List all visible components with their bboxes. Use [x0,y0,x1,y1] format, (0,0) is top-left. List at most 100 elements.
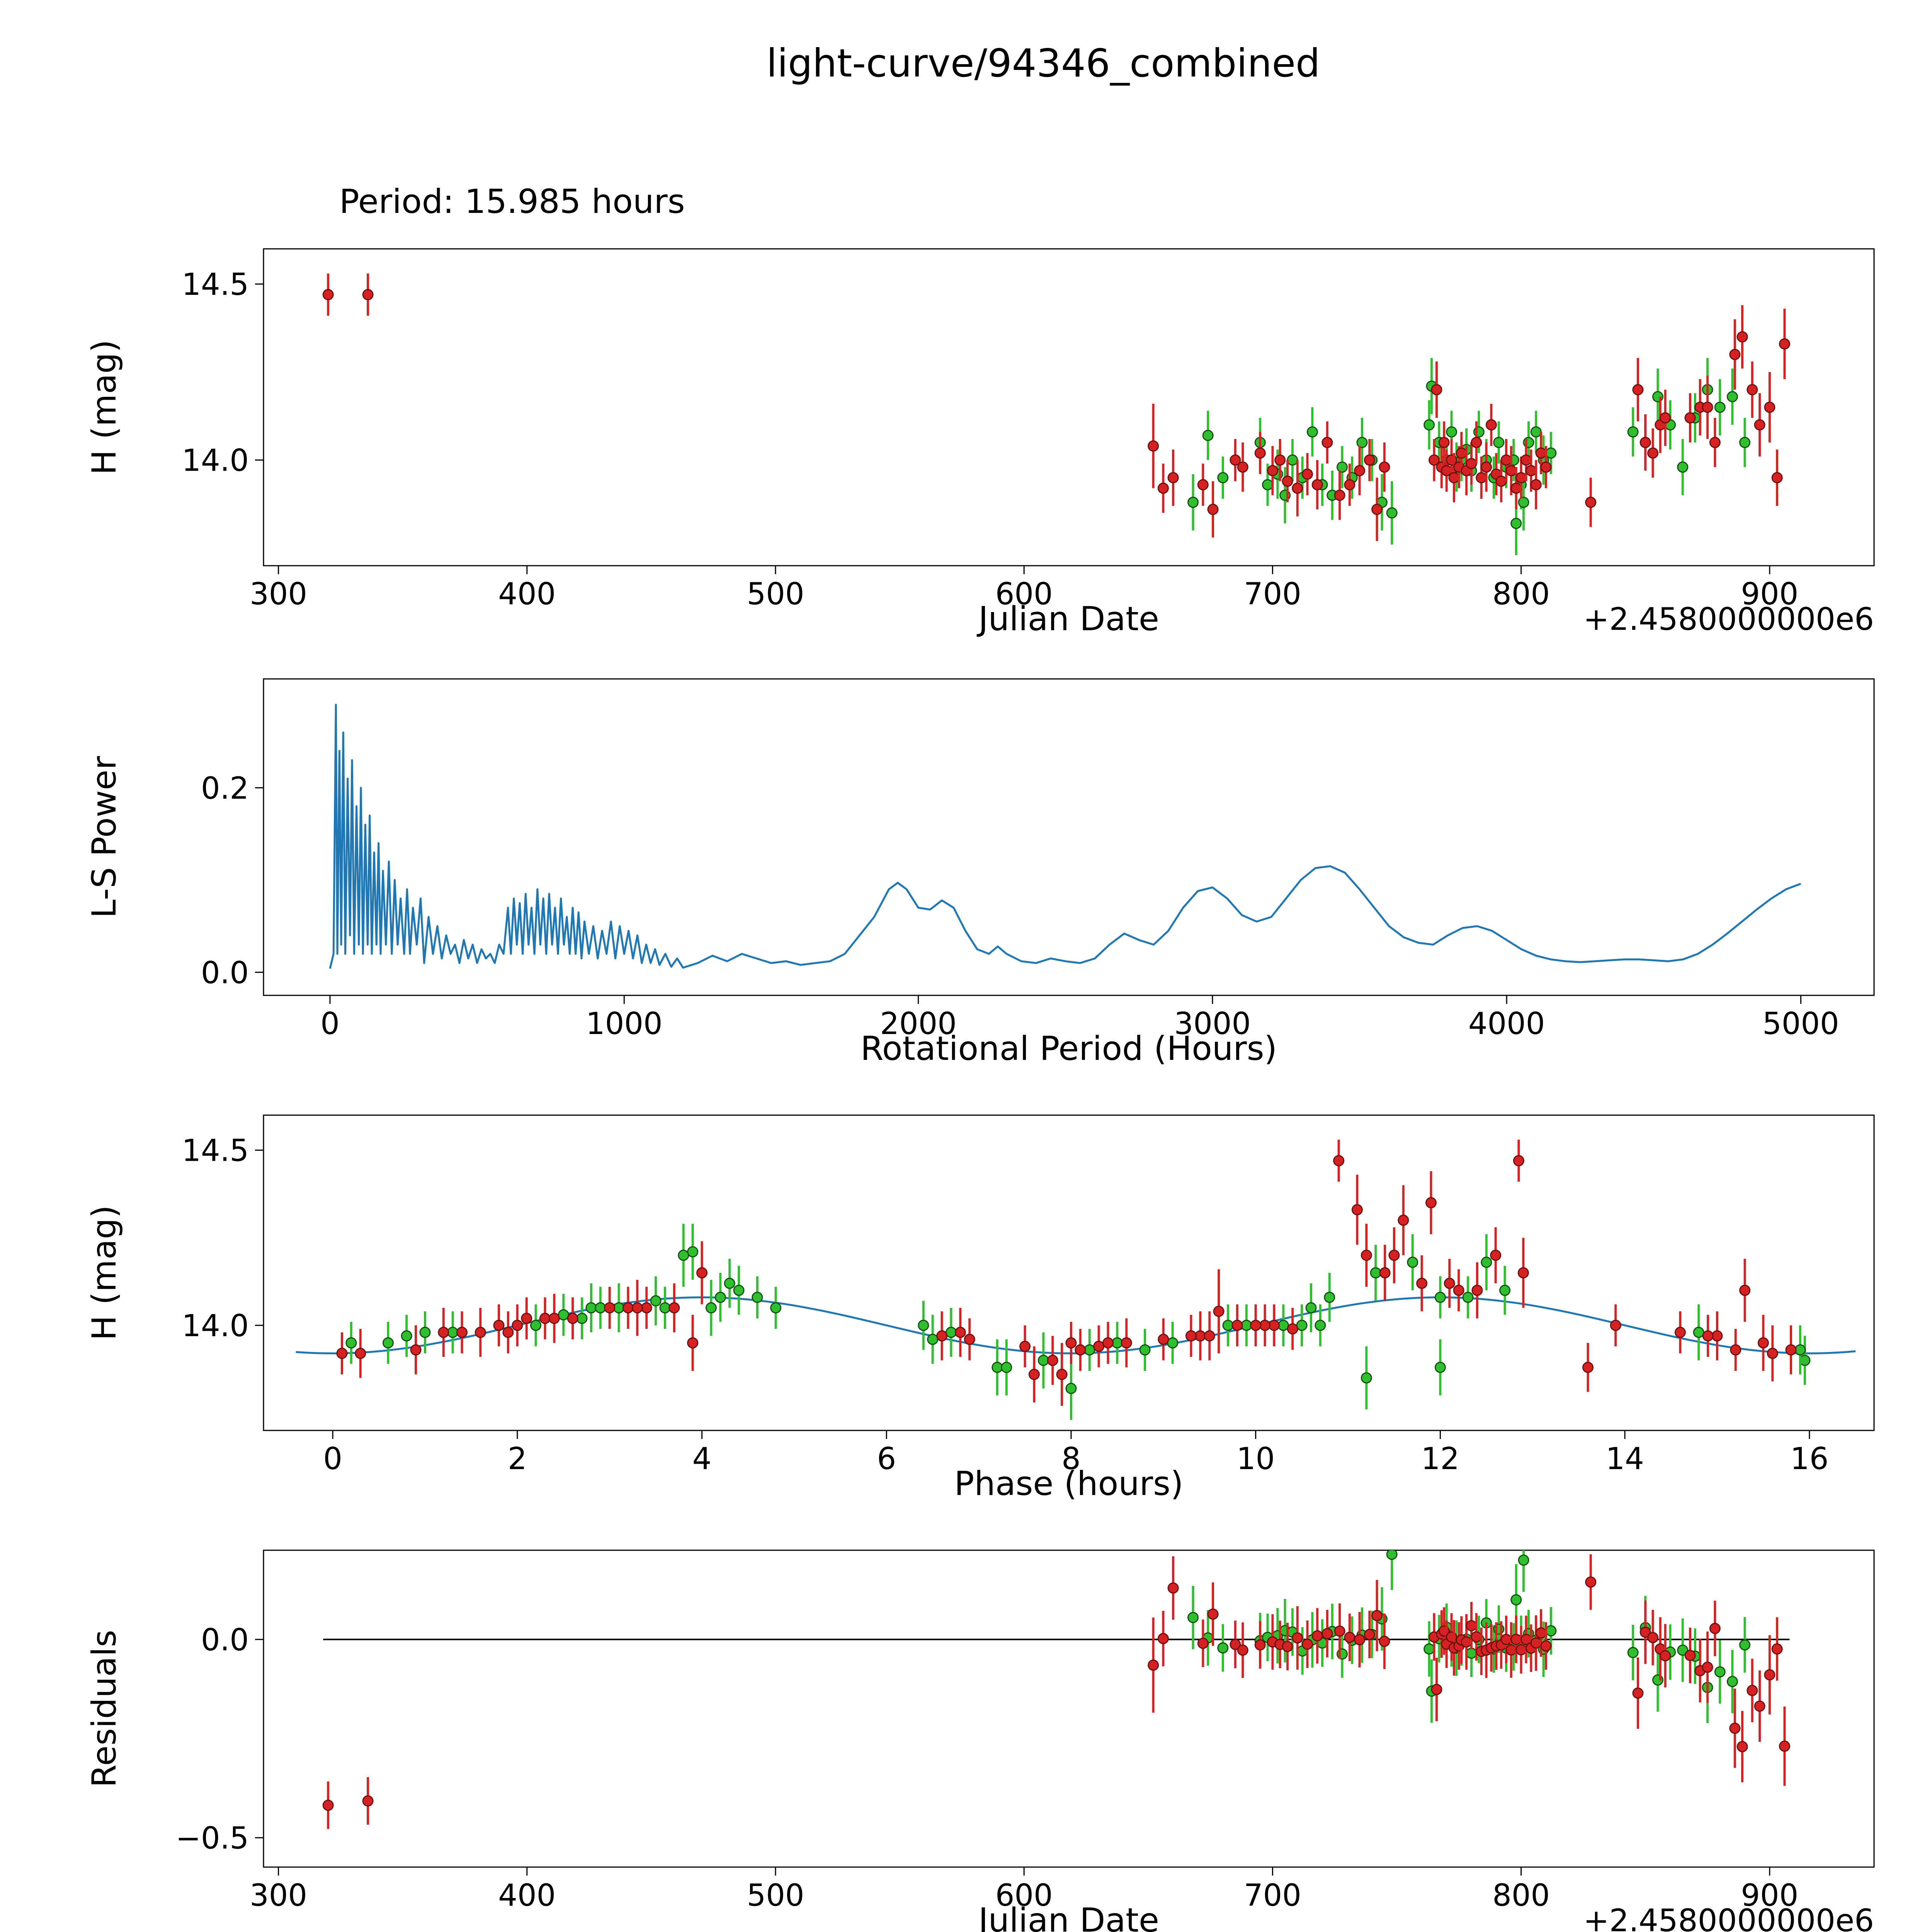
data-point [1267,465,1278,476]
data-point [1493,437,1505,448]
data-point [1197,1638,1209,1649]
data-point [1344,1631,1355,1643]
data-point [1287,1323,1298,1335]
x-tick-label: 4 [692,1442,712,1476]
data-point [1207,503,1219,515]
data-point [1739,437,1751,448]
data-point [1334,1625,1345,1637]
data-point [1371,1610,1383,1621]
data-point [1535,1627,1547,1639]
data-point [1517,1267,1529,1279]
data-point [1510,518,1522,529]
data-point [1711,1330,1723,1342]
data-point [1726,1676,1738,1687]
data-point [696,1267,708,1279]
data-point [1525,465,1537,476]
data-point [1485,419,1497,431]
data-point [1361,1250,1372,1261]
y-tick-label: −0.5 [176,1821,249,1856]
data-point [918,1320,929,1331]
xlabel-lightcurve: Julian Date [978,600,1159,638]
x-offset-residuals: +2.4580000000e6 [1583,1903,1874,1932]
data-point [1495,475,1507,487]
data-point [1296,1320,1308,1331]
data-point [954,1327,966,1338]
data-point [1241,1320,1252,1331]
data-point [530,1320,542,1331]
data-point [512,1320,523,1331]
data-point [1513,1155,1524,1167]
ylabel-lightcurve: H (mag) [85,339,124,475]
data-point [1505,465,1517,476]
data-point [1398,1214,1409,1226]
data-point [1736,331,1748,343]
x-tick-label: 400 [498,1878,556,1913]
data-point [1610,1320,1621,1331]
data-point [1481,1257,1492,1268]
data-point [1490,1250,1502,1261]
data-point [1794,1344,1806,1355]
data-point [1471,1631,1482,1643]
data-point [668,1302,680,1314]
x-tick-label: 6 [877,1442,896,1476]
x-tick-label: 16 [1790,1442,1828,1476]
period-annotation: Period: 15.985 hours [339,182,685,221]
data-point [1311,1630,1323,1642]
ylabel-residuals: Residuals [85,1630,124,1787]
data-point [1292,1632,1303,1644]
data-point [1259,1320,1271,1331]
ylabel-periodogram: L-S Power [85,756,124,918]
y-tick-label: 0.0 [201,956,249,990]
data-point [1268,1320,1280,1331]
data-point [502,1327,514,1338]
data-point [1277,1320,1289,1331]
axes-residuals: 300 400 500 600 700 800 900 0.0 −0.5 [176,1549,1875,1913]
x-tick-label: 1000 [586,1007,663,1041]
data-point [1213,1306,1225,1317]
data-point [1729,1723,1741,1734]
data-point [474,1327,486,1338]
y-tick-label: 14.5 [182,1134,249,1168]
x-tick-label: 500 [747,1878,804,1913]
x-tick-label: 400 [498,577,556,612]
data-point [1764,401,1776,413]
data-point [1702,401,1713,413]
data-point [1423,419,1435,431]
data-point [1730,1344,1742,1355]
data-point [1747,384,1758,395]
x-tick-label: 600 [995,1878,1053,1913]
data-point [1779,338,1790,350]
data-point [1466,1620,1477,1631]
x-tick-label: 800 [1492,1878,1550,1913]
data-point [1771,472,1783,483]
x-tick-label: 700 [1244,1878,1301,1913]
data-point [1684,1650,1696,1661]
y-tick-label: 0.0 [201,1623,249,1658]
x-tick-label: 600 [995,577,1053,612]
data-point [1779,1740,1790,1752]
data-point [964,1333,975,1345]
data-point [1361,1372,1372,1384]
data-point [362,289,374,300]
data-point [936,1330,948,1342]
data-point [1471,1284,1483,1296]
data-point [493,1320,505,1331]
data-point [1202,430,1214,441]
data-point [362,1795,374,1807]
data-point [1157,483,1169,494]
data-point [1197,479,1209,490]
data-point [1217,472,1229,483]
x-tick-label: 800 [1492,577,1550,612]
data-point [1530,479,1542,490]
data-point [1148,440,1159,452]
data-point [1306,426,1318,438]
data-point [558,1309,569,1321]
data-point [1028,1369,1040,1380]
data-point [1207,1608,1219,1620]
data-point [1429,454,1440,466]
data-point [1333,1155,1345,1167]
data-point [1736,1741,1748,1752]
data-point [1167,1582,1179,1594]
data-point [1167,472,1179,483]
x-tick-label: 500 [747,577,804,612]
